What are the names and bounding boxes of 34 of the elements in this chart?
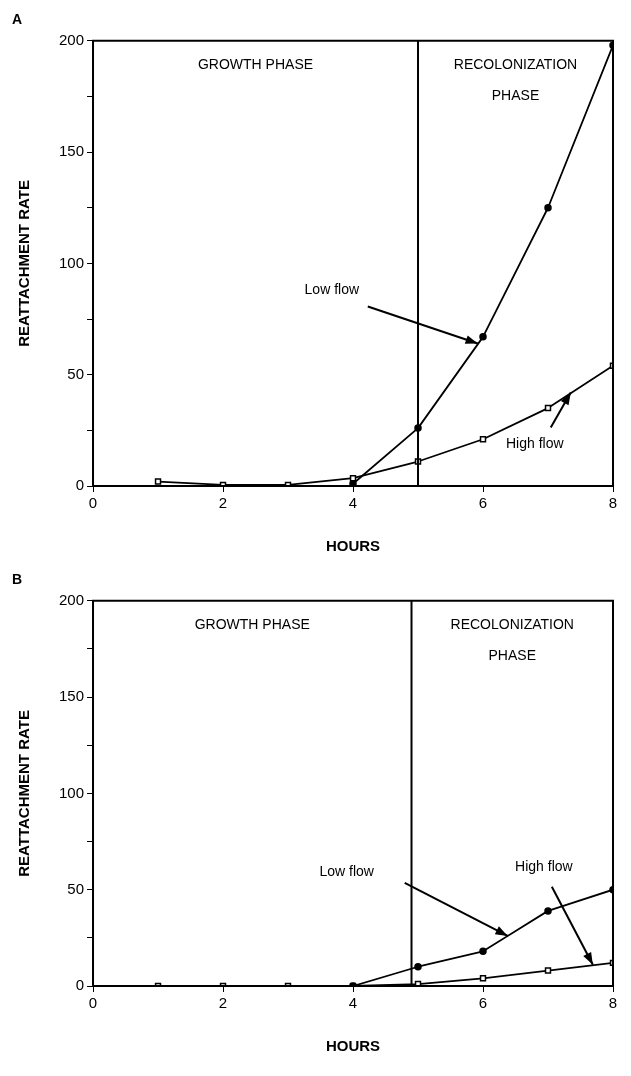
annotation: RECOLONIZATION PHASE (450, 615, 574, 663)
x-tick-label: 4 (348, 994, 358, 1012)
annotation: High flow (505, 435, 565, 452)
y-axis-title: REATTACHMENT RATE (15, 180, 33, 347)
x-tick-label: 6 (478, 994, 488, 1012)
x-tick-label: 0 (88, 494, 98, 512)
x-tick-label: 8 (608, 994, 618, 1012)
annotation: GROWTH PHASE (194, 615, 310, 632)
y-tick-label: 150 (59, 142, 85, 160)
x-tick-label: 2 (218, 994, 228, 1012)
y-tick-label: 50 (67, 879, 85, 897)
x-tick-label: 2 (218, 494, 228, 512)
y-tick-label: 100 (59, 783, 85, 801)
y-tick-label: 0 (75, 976, 85, 994)
chart-title: B (12, 571, 23, 588)
x-tick-label: 0 (88, 994, 98, 1012)
y-tick-label: 50 (67, 364, 85, 382)
y-tick-label: 200 (59, 590, 85, 608)
x-axis-title: HOURS (325, 537, 381, 555)
x-tick-label: 4 (348, 494, 358, 512)
y-tick-label: 100 (59, 253, 85, 271)
annotation: GROWTH PHASE (197, 55, 314, 72)
annotation: RECOLONIZATION PHASE (453, 55, 578, 103)
annotation: Low flow (319, 862, 375, 879)
y-axis-title: REATTACHMENT RATE (15, 710, 33, 877)
x-tick-label: 6 (478, 494, 488, 512)
x-axis-title: HOURS (325, 1037, 381, 1055)
x-tick-label: 8 (608, 494, 618, 512)
annotation: Low flow (304, 281, 360, 298)
y-tick-label: 150 (59, 687, 85, 705)
y-tick-label: 0 (75, 476, 85, 494)
annotation: High flow (515, 857, 574, 874)
chart-title: A (12, 11, 23, 28)
y-tick-label: 200 (59, 30, 85, 48)
